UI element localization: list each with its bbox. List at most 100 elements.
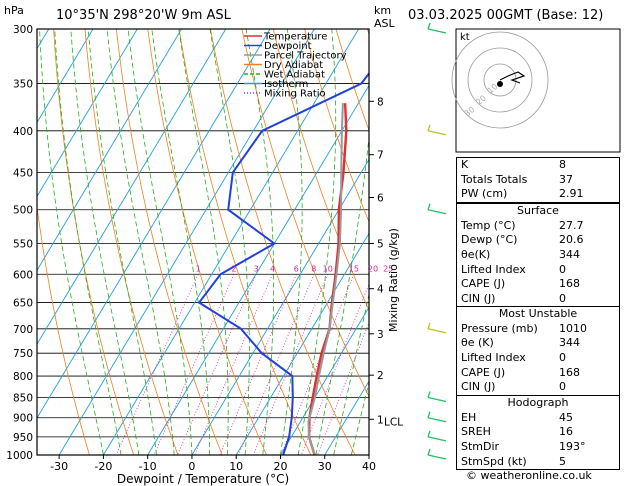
surface-label: Lifted Index (461, 262, 526, 276)
km-tick-label: 8 (377, 96, 384, 108)
surface-label: Temp (°C) (461, 218, 516, 232)
pressure-tick-label: 450 (13, 167, 33, 179)
hodograph-param-value: 5 (559, 454, 566, 468)
legend-label: Temperature (263, 32, 327, 43)
pressure-tick-label: 500 (13, 205, 33, 217)
wind-barb-icon (427, 22, 447, 34)
hodograph-param-row: SREH 16 (457, 425, 619, 440)
pressure-tick-label: 750 (13, 348, 33, 360)
dry-adiabat-line (304, 29, 369, 223)
surface-label: θe(K) (461, 248, 491, 262)
hodograph-param-value: 16 (559, 425, 573, 439)
km-tick-label: 5 (377, 238, 384, 250)
most-unstable-row: CIN (J) 0 (457, 380, 619, 395)
index-value: 37 (559, 172, 573, 186)
x-tick-label: 40 (362, 460, 376, 473)
mixing-ratio-label: 20 (368, 264, 378, 273)
mixing-ratio-line (194, 274, 273, 455)
wind-barb-icon (427, 430, 447, 442)
hodograph-params-title: Hodograph (507, 396, 569, 409)
most-unstable-label: θe (K) (461, 336, 494, 350)
surface-value: 344 (559, 248, 580, 262)
pressure-tick-label: 800 (13, 371, 33, 383)
most-unstable-label: Pressure (mb) (461, 321, 538, 335)
isotherm-line (37, 29, 271, 419)
profile-parcel-trajectory (307, 103, 344, 455)
hodograph-trace (499, 71, 526, 84)
indices-table: K 8 Totals Totals 37 PW (cm) 2.91 (456, 157, 620, 204)
mixing-ratio-label: 4 (270, 264, 275, 273)
isotherm-line (235, 232, 369, 455)
mixing-ratio-label: 25 (383, 264, 393, 273)
wet-adiabat-line (87, 29, 157, 455)
mixing-ratio-label: 1 (196, 264, 201, 273)
x-tick-label: 20 (273, 460, 287, 473)
x-tick-label: 10 (229, 460, 243, 473)
isotherm-line (58, 29, 315, 455)
surface-row: Dewp (°C) 20.6 (457, 233, 619, 248)
wet-adiabat-line (106, 29, 175, 455)
pressure-tick-label: 300 (13, 24, 33, 36)
index-label: Totals Totals (461, 172, 528, 186)
pressure-tick-label: 350 (13, 79, 33, 91)
pressure-tick-label: 550 (13, 238, 33, 250)
hodograph-param-value: 45 (559, 410, 573, 424)
x-tick-label: -30 (50, 460, 68, 473)
datetime-label: 03.03.2025 00GMT (Base: 12) (408, 8, 604, 23)
legend-label: Wet Adiabat (264, 70, 325, 81)
surface-label: CAPE (J) (461, 277, 506, 291)
pressure-tick-label: 900 (13, 413, 33, 425)
pressure-tick-label: 700 (13, 324, 33, 336)
most-unstable-table: Most Unstable Pressure (mb) 1010 θe (K) 344… (456, 306, 620, 397)
mixing-ratio-label: 6 (294, 264, 299, 273)
mixing-ratio-line (219, 274, 297, 455)
wet-adiabat-line (39, 29, 104, 455)
mixing-ratio-label: 3 (254, 264, 259, 273)
wet-adiabat-line (178, 29, 229, 455)
x-tick-label: -20 (94, 460, 112, 473)
isotherm-line (37, 29, 182, 272)
pressure-tick-label: 950 (13, 432, 33, 444)
pressure-tick-label: 650 (13, 298, 33, 310)
x-tick-label: 30 (318, 460, 332, 473)
x-tick-label: 0 (188, 460, 195, 473)
profile-dewpoint (197, 71, 369, 455)
legend-label: Mixing Ratio (264, 89, 326, 100)
index-value: 2.91 (559, 187, 584, 201)
surface-table: Surface Temp (°C) 27.7 Dewp (°C) 20.6 θe(K) 3… (456, 203, 620, 308)
asl-unit-label: ASL (374, 17, 396, 30)
dry-adiabat-line (115, 29, 223, 455)
pressure-tick-label: 850 (13, 392, 33, 404)
wind-barb-icon (427, 203, 447, 215)
legend-label: Dewpoint (264, 41, 312, 52)
most-unstable-row: Pressure (mb) 1010 (457, 322, 619, 337)
dry-adiabat-line (53, 29, 135, 455)
pressure-unit-label: hPa (4, 4, 24, 17)
hodograph-param-label: StmDir (461, 440, 500, 454)
km-tick-label: 3 (377, 329, 384, 341)
hodograph-ring (467, 47, 533, 113)
most-unstable-value: 1010 (559, 321, 587, 335)
mixing-ratio-line (115, 274, 199, 455)
most-unstable-title: Most Unstable (498, 307, 578, 320)
legend-label: Isotherm (264, 79, 308, 90)
legend-label: Dry Adiabat (264, 60, 323, 71)
hodograph-param-label: SREH (461, 425, 491, 439)
hodograph-unit-label: kt (460, 32, 470, 43)
hodograph-param-label: EH (461, 410, 477, 424)
km-tick-label: 1 (377, 414, 384, 426)
mixing-ratio-line (153, 274, 235, 455)
most-unstable-row: CAPE (J) 168 (457, 366, 619, 381)
surface-value: 20.6 (559, 233, 584, 247)
surface-row: CIN (J) 0 (457, 292, 619, 307)
isotherm-line (103, 29, 359, 455)
most-unstable-row: Lifted Index 0 (457, 351, 619, 366)
isotherm-line (37, 29, 94, 124)
index-label: PW (cm) (461, 187, 508, 201)
pressure-tick-label: 600 (13, 269, 33, 281)
storm-motion-marker (497, 81, 503, 87)
copyright-footer: © weatheronline.co.uk (466, 469, 592, 482)
pressure-tick-label: 1000 (6, 450, 33, 462)
mixing-ratio-label: 10 (323, 264, 333, 273)
